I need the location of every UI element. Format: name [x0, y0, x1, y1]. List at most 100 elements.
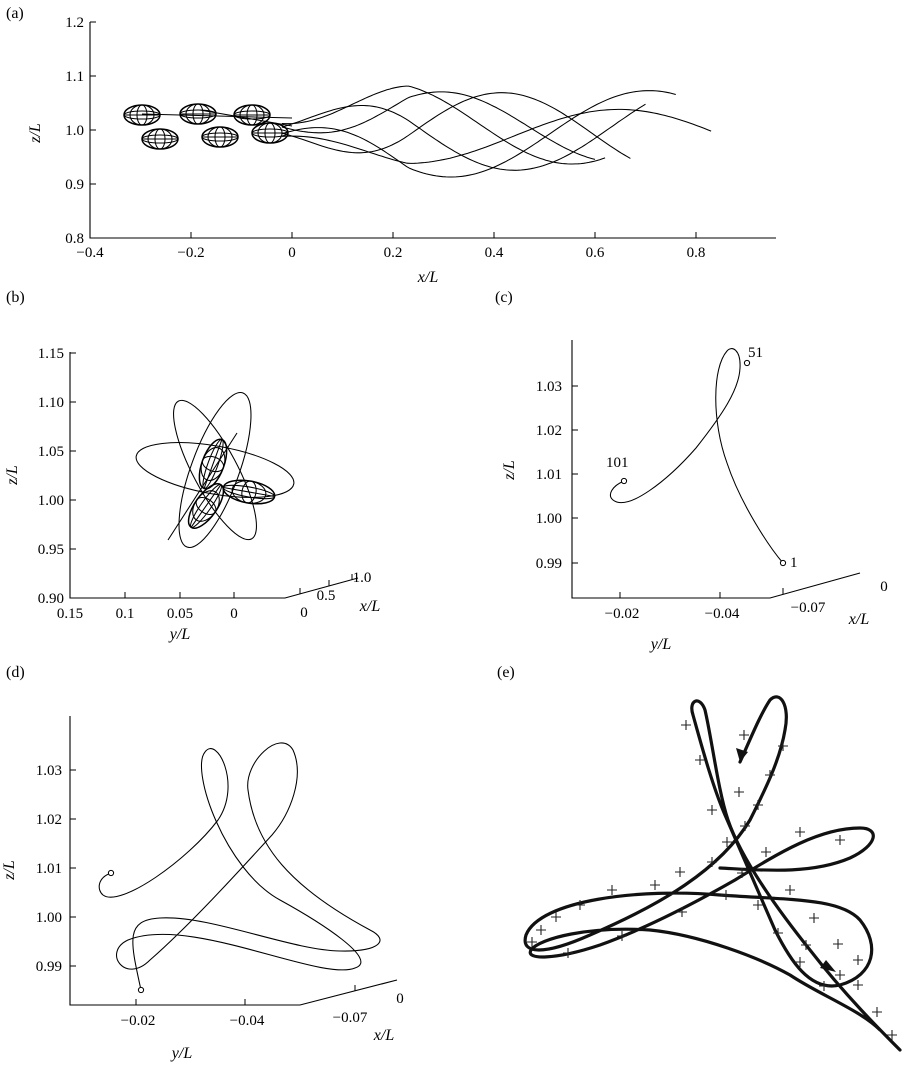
panel-b-xticks: 0 0.5 1.0 — [299, 570, 372, 621]
panel-a-yticks: 0.8 0.9 1.0 1.1 1.2 — [65, 15, 96, 247]
panel-e-crosses — [527, 720, 897, 1040]
tick-label: 1.2 — [65, 15, 84, 31]
tick-label: −0.4 — [76, 245, 104, 261]
tick-label: 0.9 — [65, 177, 84, 193]
tick-label: 0.15 — [57, 606, 83, 622]
panel-d-zlabel: z/L — [1, 860, 18, 881]
data-cross-marker — [575, 900, 585, 910]
tick-label: −0.04 — [705, 606, 740, 622]
panel-a-axes — [89, 22, 776, 239]
trajectory-line — [281, 103, 646, 171]
data-cross-marker — [721, 890, 731, 900]
data-cross-marker — [887, 1030, 897, 1040]
data-cross-marker — [761, 847, 771, 857]
panel-d-axes — [69, 716, 398, 1006]
tick-label: 0.4 — [485, 245, 504, 261]
panel-c-point-label-51: 51 — [748, 345, 763, 361]
panel-c: (c) 0.99 1.00 1.01 1.02 1.03 −0.02 −0.04… — [495, 289, 888, 653]
panel-b-zlabel: z/L — [4, 465, 21, 486]
tick-label: 0 — [396, 991, 404, 1007]
panel-c-xlabel: x/L — [848, 611, 870, 628]
panel-c-zlabel: z/L — [501, 460, 518, 481]
tick-label: 0 — [880, 579, 888, 595]
tick-label: −0.07 — [333, 1010, 368, 1026]
panel-d-end-marker — [137, 986, 145, 994]
panel-d-start-marker — [107, 869, 115, 877]
panel-d-zticks: 0.99 1.00 1.01 1.02 1.03 — [36, 763, 76, 975]
data-cross-marker — [809, 913, 819, 923]
panel-c-yticks: −0.02 −0.04 — [605, 592, 740, 622]
panel-a-label: (a) — [6, 5, 24, 22]
arrow-icon — [820, 960, 836, 972]
data-cross-marker — [536, 925, 546, 935]
data-cross-marker — [563, 948, 573, 958]
data-cross-marker — [677, 907, 687, 917]
data-cross-marker — [801, 940, 811, 950]
panel-e-arrows — [736, 748, 836, 972]
panel-e: (e) — [497, 664, 902, 1052]
panel-e-label: (e) — [497, 664, 515, 681]
panel-d: (d) 0.99 1.00 1.01 1.02 1.03 −0.02 −0.04… — [1, 664, 404, 1062]
panel-c-axes — [571, 340, 861, 599]
panel-a-disks — [123, 103, 289, 150]
tick-label: −0.04 — [230, 1013, 265, 1029]
orbit-ellipse — [173, 399, 257, 541]
tick-label: 0.8 — [687, 245, 706, 261]
data-cross-marker — [707, 805, 717, 815]
data-cross-marker — [650, 880, 660, 890]
tick-label: 1.00 — [536, 511, 562, 527]
panel-d-ylabel: y/L — [170, 1045, 193, 1062]
panel-b-zticks: 0.90 0.95 1.00 1.05 1.10 1.15 — [38, 346, 76, 607]
tick-label: −0.02 — [121, 1013, 156, 1029]
tick-label: 1.0 — [353, 570, 372, 586]
data-cross-marker — [778, 741, 788, 751]
disk-glyph — [251, 122, 289, 144]
tick-label: 1.01 — [536, 467, 562, 483]
tick-label: 1.01 — [36, 861, 62, 877]
tick-label: 0 — [230, 606, 238, 622]
tick-label: 0.90 — [38, 591, 64, 607]
panel-c-point-label-1: 1 — [790, 555, 798, 571]
disk-glyph — [198, 438, 228, 490]
disk-glyph — [123, 104, 161, 126]
data-cross-marker — [835, 835, 845, 845]
data-cross-marker — [739, 730, 749, 740]
data-cross-marker — [853, 955, 863, 965]
panel-b-axes — [69, 352, 359, 599]
panel-c-ylabel: y/L — [649, 636, 672, 653]
tick-label: 1.00 — [38, 493, 64, 509]
tick-label: −0.07 — [791, 600, 826, 616]
trajectory-line — [281, 108, 712, 164]
panel-a-xlabel: x/L — [417, 269, 439, 286]
data-cross-marker — [734, 787, 744, 797]
data-cross-marker — [737, 868, 747, 878]
tick-label: 0.5 — [317, 588, 336, 604]
tick-label: 1.00 — [36, 910, 62, 926]
data-cross-marker — [819, 981, 829, 991]
data-cross-marker — [785, 885, 795, 895]
tick-label: −0.02 — [605, 606, 640, 622]
panel-b: (b) 0.90 0.95 1.00 1.05 1.10 1.15 0.15 0… — [4, 289, 380, 643]
data-cross-marker — [773, 928, 783, 938]
panel-b-ylabel: y/L — [168, 626, 191, 643]
trajectory-line — [281, 91, 596, 160]
panel-a-trajectories — [141, 85, 712, 178]
data-cross-marker — [607, 885, 617, 895]
panel-b-yticks: 0.15 0.1 0.05 0 — [57, 592, 238, 622]
data-cross-marker — [707, 857, 717, 867]
panel-b-xlabel: x/L — [359, 598, 381, 615]
panel-a-xticks: −0.4 −0.2 0 0.2 0.4 0.6 0.8 — [76, 232, 705, 261]
tick-label: 1.10 — [38, 395, 64, 411]
disk-glyph — [179, 103, 217, 125]
panel-c-point-101 — [620, 477, 628, 485]
orbit-ellipse — [178, 391, 252, 549]
tick-label: 0.99 — [536, 556, 562, 572]
tick-label: 0 — [300, 605, 308, 621]
trajectory-line — [281, 90, 676, 178]
panel-c-point-label-101: 101 — [606, 455, 629, 471]
panel-e-experimental-trajectory — [523, 695, 902, 1052]
tick-label: 1.1 — [65, 69, 84, 85]
data-cross-marker — [740, 821, 750, 831]
disk-glyph — [141, 128, 179, 150]
tick-label: 1.15 — [38, 346, 64, 362]
